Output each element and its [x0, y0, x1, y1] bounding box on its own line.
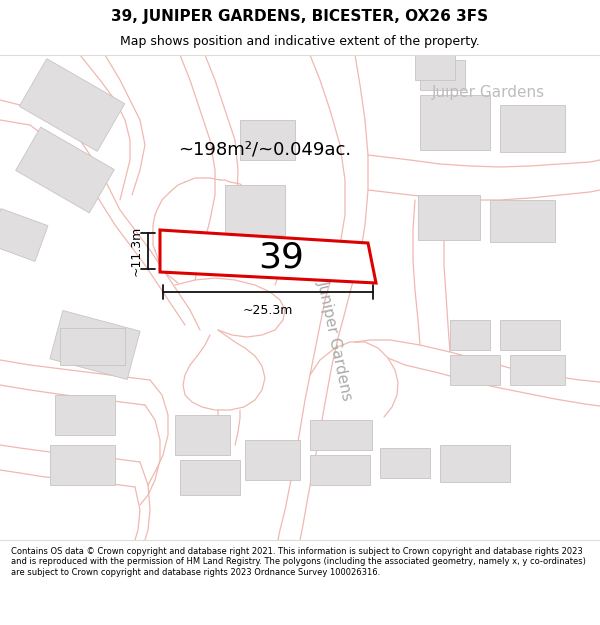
- Polygon shape: [500, 320, 560, 350]
- Polygon shape: [240, 120, 295, 160]
- Polygon shape: [380, 448, 430, 478]
- Polygon shape: [225, 185, 285, 235]
- Text: Map shows position and indicative extent of the property.: Map shows position and indicative extent…: [120, 35, 480, 48]
- Text: Juniper Gardens: Juniper Gardens: [315, 278, 355, 402]
- Polygon shape: [19, 59, 125, 151]
- Polygon shape: [420, 60, 465, 90]
- Polygon shape: [440, 445, 510, 482]
- Text: 39: 39: [258, 240, 304, 274]
- Text: 39, JUNIPER GARDENS, BICESTER, OX26 3FS: 39, JUNIPER GARDENS, BICESTER, OX26 3FS: [112, 9, 488, 24]
- Polygon shape: [420, 95, 490, 150]
- Polygon shape: [245, 440, 300, 480]
- Polygon shape: [0, 209, 48, 261]
- Polygon shape: [310, 455, 370, 485]
- Text: Juıper Gardens: Juıper Gardens: [431, 84, 545, 99]
- Polygon shape: [310, 420, 372, 450]
- Text: ~25.3m: ~25.3m: [243, 304, 293, 317]
- Polygon shape: [60, 328, 125, 365]
- Polygon shape: [500, 105, 565, 152]
- Polygon shape: [180, 460, 240, 495]
- Polygon shape: [50, 311, 140, 379]
- Polygon shape: [415, 55, 455, 80]
- Polygon shape: [55, 395, 115, 435]
- Polygon shape: [510, 355, 565, 385]
- Text: Contains OS data © Crown copyright and database right 2021. This information is : Contains OS data © Crown copyright and d…: [11, 547, 586, 577]
- Polygon shape: [175, 415, 230, 455]
- Polygon shape: [50, 445, 115, 485]
- Text: ~11.3m: ~11.3m: [130, 226, 143, 276]
- Text: ~198m²/~0.049ac.: ~198m²/~0.049ac.: [178, 141, 352, 159]
- Polygon shape: [450, 320, 490, 350]
- Polygon shape: [16, 127, 115, 213]
- Polygon shape: [160, 230, 376, 283]
- Polygon shape: [450, 355, 500, 385]
- Polygon shape: [418, 195, 480, 240]
- Polygon shape: [490, 200, 555, 242]
